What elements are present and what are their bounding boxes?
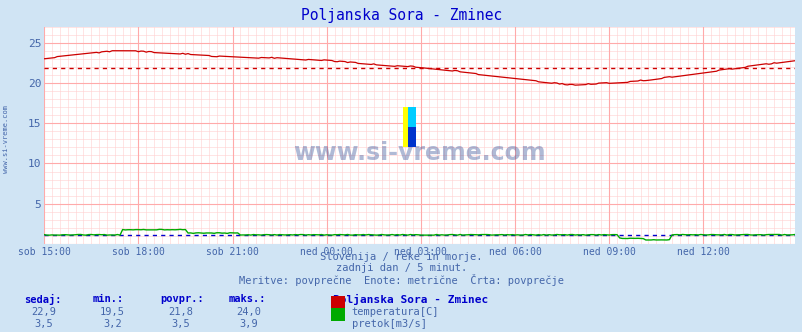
Text: 22,9: 22,9 [31,307,57,317]
Text: povpr.:: povpr.: [160,294,204,304]
Text: sedaj:: sedaj: [24,294,62,305]
Text: www.si-vreme.com: www.si-vreme.com [293,141,545,165]
Text: maks.:: maks.: [229,294,266,304]
Text: 3,5: 3,5 [34,319,54,329]
Text: Meritve: povprečne  Enote: metrične  Črta: povprečje: Meritve: povprečne Enote: metrične Črta:… [239,274,563,286]
Bar [402,107,408,147]
Text: 3,9: 3,9 [239,319,258,329]
Text: pretok[m3/s]: pretok[m3/s] [351,319,426,329]
Text: Slovenija / reke in morje.: Slovenija / reke in morje. [320,252,482,262]
Text: zadnji dan / 5 minut.: zadnji dan / 5 minut. [335,263,467,273]
Text: 3,2: 3,2 [103,319,122,329]
Text: min.:: min.: [92,294,124,304]
Text: 21,8: 21,8 [168,307,193,317]
Bar [408,127,415,147]
Text: www.si-vreme.com: www.si-vreme.com [3,106,10,173]
Bar [408,107,415,127]
Text: Poljanska Sora - Zminec: Poljanska Sora - Zminec [301,8,501,23]
Text: 3,5: 3,5 [171,319,190,329]
Text: temperatura[C]: temperatura[C] [351,307,439,317]
Text: 24,0: 24,0 [236,307,261,317]
Text: Poljanska Sora - Zminec: Poljanska Sora - Zminec [333,294,488,305]
Text: 19,5: 19,5 [99,307,125,317]
